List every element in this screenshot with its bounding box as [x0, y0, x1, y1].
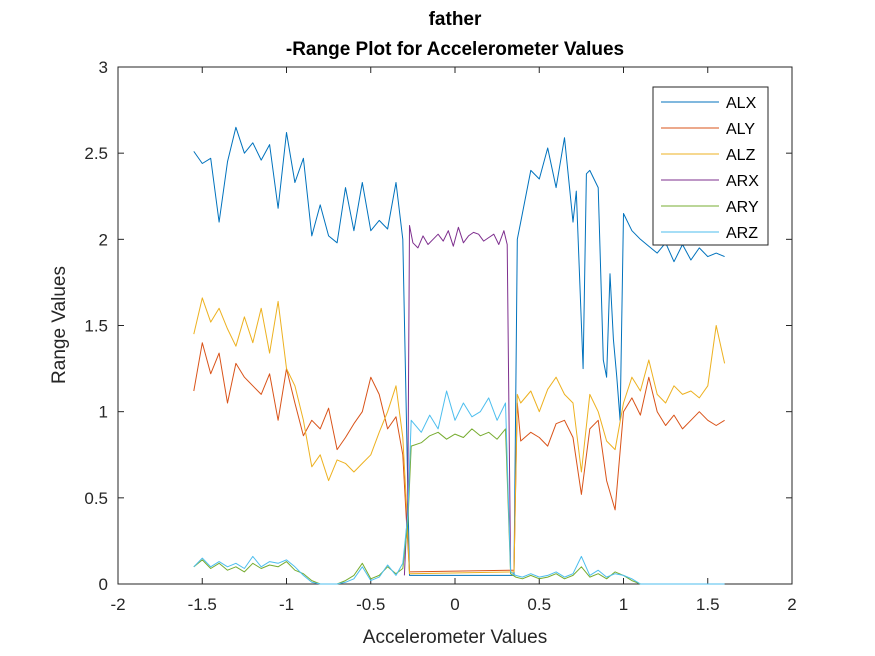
y-tick-label: 2.5	[84, 144, 108, 163]
legend-box	[652, 86, 769, 246]
legend-label-aly: ALY	[726, 121, 755, 138]
x-tick-label: 0.5	[527, 595, 551, 614]
x-tick-label: -0.5	[356, 595, 385, 614]
series-line-arx	[403, 225, 512, 576]
legend-label-arx: ARX	[726, 173, 759, 190]
series-line-alz	[193, 297, 726, 575]
x-axis: -2 -1.5 -1 -0.5 0 0.5 1 1.5 2	[110, 67, 797, 614]
x-tick-label: 1	[619, 595, 628, 614]
legend-label-alx: ALX	[726, 95, 757, 112]
legend: ALX ALY ALZ ARX ARY ARZ	[652, 86, 769, 246]
x-axis-label: Accelerometer Values	[363, 627, 547, 648]
series-lines	[193, 126, 726, 585]
x-tick-label: 0	[450, 595, 459, 614]
y-tick-label: 1	[99, 403, 108, 422]
chart-title: father	[429, 9, 482, 30]
x-tick-label: 1.5	[696, 595, 720, 614]
legend-label-ary: ARY	[726, 199, 759, 216]
y-tick-label: 3	[99, 58, 108, 77]
legend-label-alz: ALZ	[726, 147, 756, 164]
y-tick-label: 0.5	[84, 489, 108, 508]
y-axis: 0 0.5 1 1.5 2 2.5 3	[84, 58, 792, 594]
y-axis-label: Range Values	[49, 266, 70, 384]
y-tick-label: 0	[99, 575, 108, 594]
x-tick-label: -1	[279, 595, 294, 614]
x-tick-label: 2	[787, 595, 796, 614]
series-line-alx	[193, 126, 725, 576]
y-tick-label: 2	[99, 230, 108, 249]
legend-label-arz: ARZ	[726, 225, 758, 242]
x-tick-label: -1.5	[188, 595, 217, 614]
x-tick-label: -2	[110, 595, 125, 614]
chart-subtitle: -Range Plot for Accelerometer Values	[286, 39, 624, 60]
y-tick-label: 1.5	[84, 317, 108, 336]
series-line-ary	[193, 428, 641, 585]
series-line-arz	[193, 390, 725, 585]
